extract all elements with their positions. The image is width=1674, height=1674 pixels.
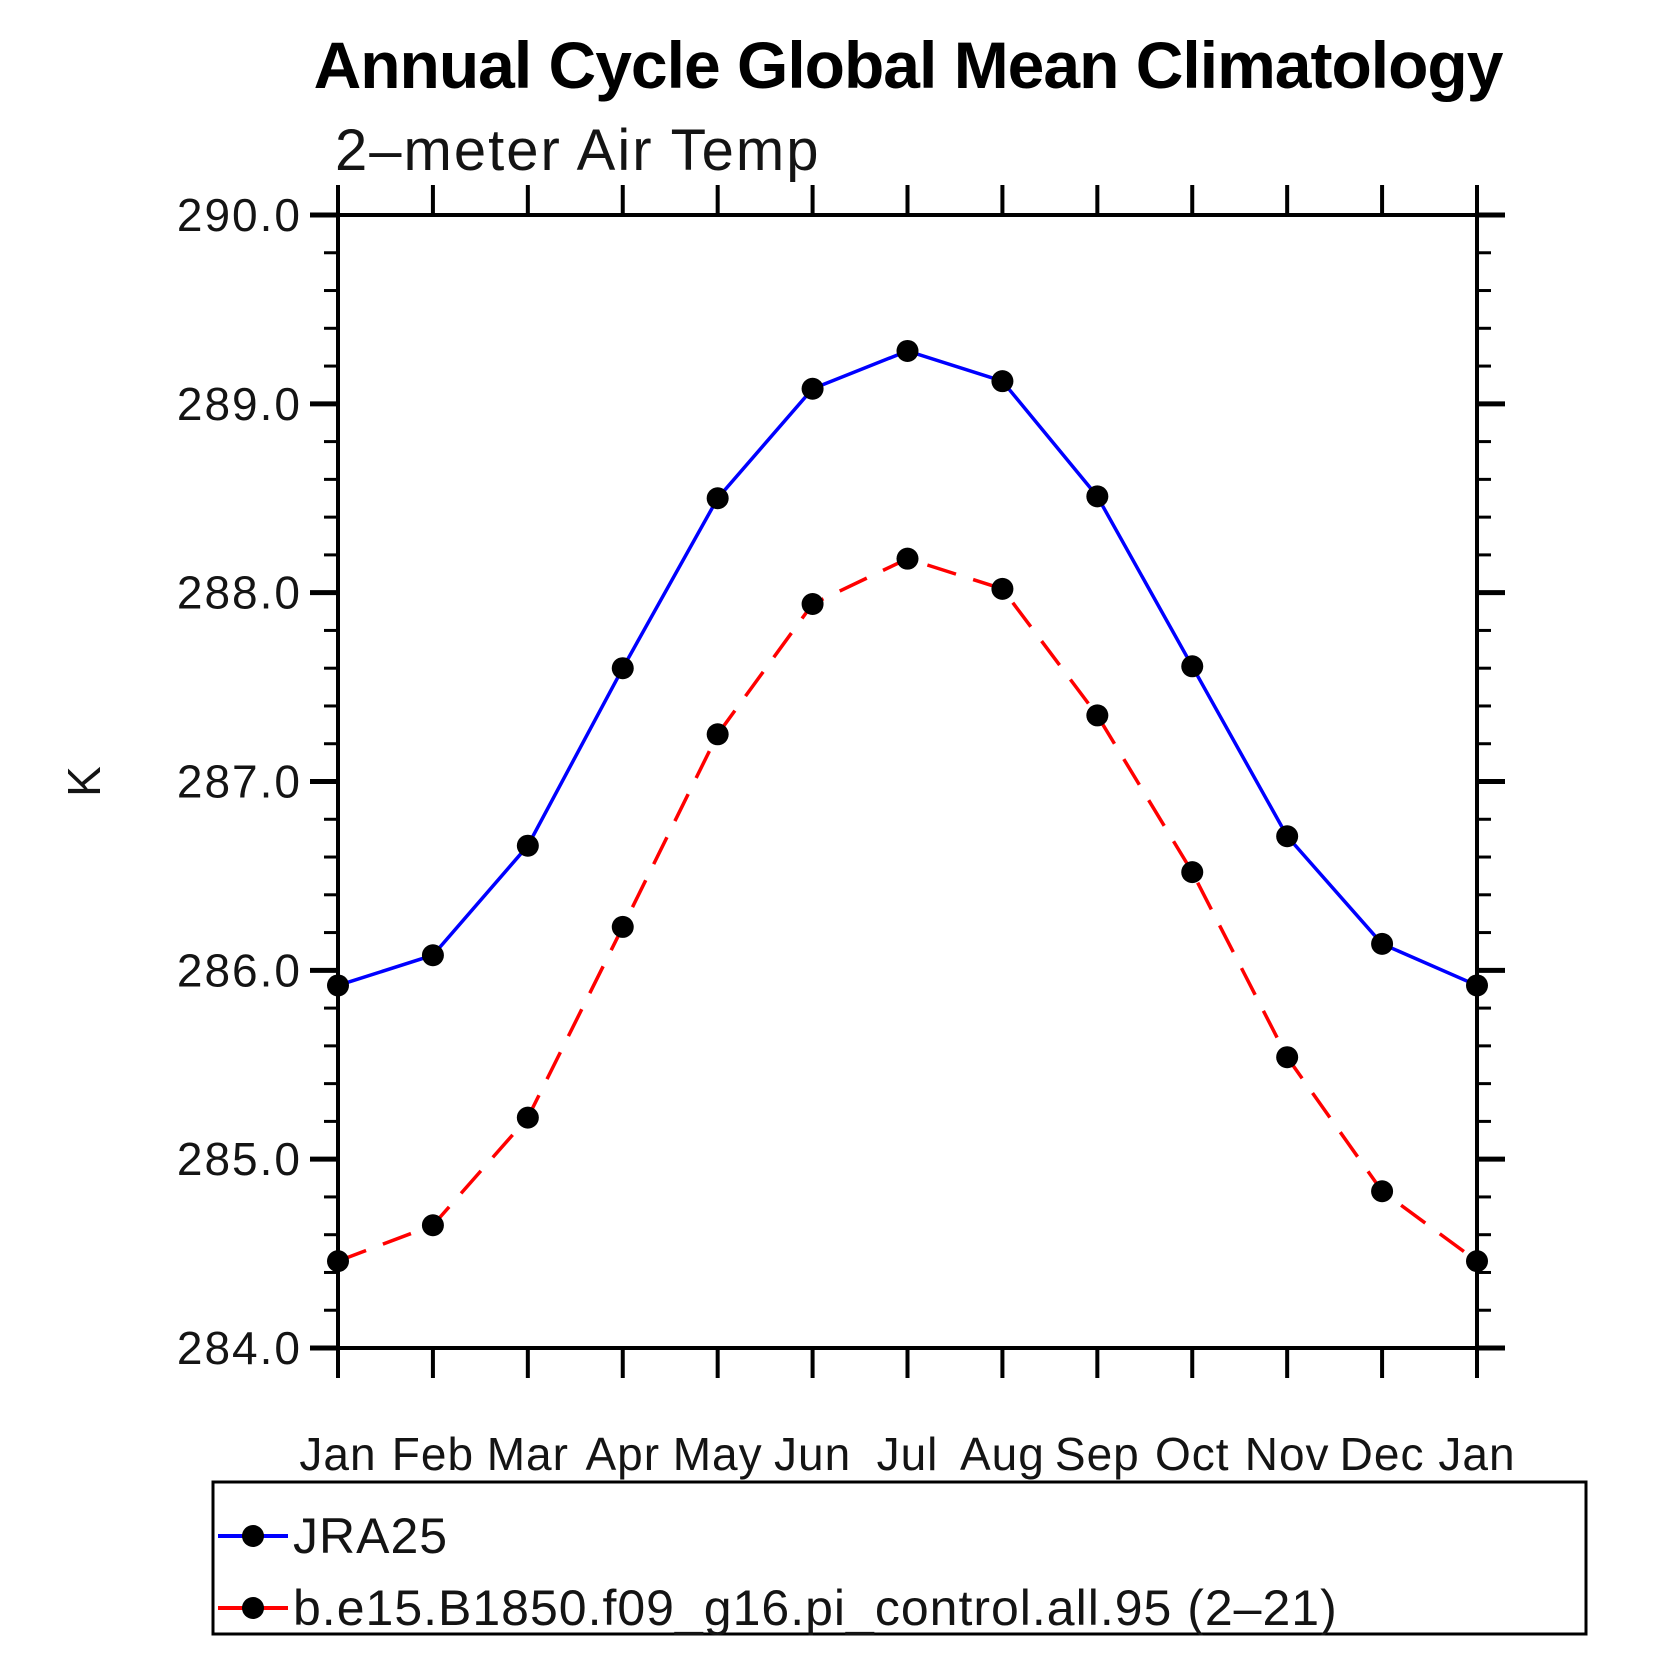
data-point-marker: [991, 370, 1014, 393]
data-point-marker: [421, 944, 444, 967]
data-point-marker: [516, 1106, 539, 1129]
legend-marker-jra25: [242, 1525, 264, 1547]
data-point-marker: [1181, 861, 1204, 884]
chart-title: Annual Cycle Global Mean Climatology: [314, 28, 1504, 102]
legend-label-jra25: JRA25: [293, 1508, 448, 1564]
legend-label-model: b.e15.B1850.f09_g16.pi_control.all.95 (2…: [293, 1580, 1338, 1636]
data-point-marker: [421, 1214, 444, 1237]
x-tick-label: Jul: [877, 1428, 939, 1480]
axes-layer: 284.0 285.0 286.0 287.0 288.0 289.0 290.0 Jan Fe…: [177, 185, 1515, 1480]
data-point-marker: [801, 592, 824, 615]
data-point-marker: [801, 377, 824, 400]
data-point-marker: [611, 657, 634, 680]
data-point-marker: [706, 723, 729, 746]
x-tick-label: Aug: [960, 1428, 1045, 1480]
y-tick-label: 284.0: [177, 1322, 302, 1374]
data-point-marker: [1181, 655, 1204, 678]
data-point-marker: [896, 339, 919, 362]
data-point-marker: [1371, 1180, 1394, 1203]
x-tick-label: Nov: [1245, 1428, 1330, 1480]
y-tick-label: 288.0: [177, 567, 302, 619]
data-point-marker: [991, 577, 1014, 600]
data-point-marker: [1371, 932, 1394, 955]
data-point-marker: [327, 1250, 349, 1273]
data-point-marker: [327, 974, 349, 997]
legend-box: [211, 1480, 1588, 1636]
data-point-marker: [1466, 1250, 1488, 1273]
data-point-marker: [516, 834, 539, 857]
data-point-marker: [896, 547, 919, 570]
x-tick-label: Oct: [1155, 1428, 1230, 1480]
data-point-marker: [1276, 825, 1299, 848]
x-tick-label: Dec: [1340, 1428, 1425, 1480]
y-axis-unit-label: K: [58, 765, 110, 797]
chart-subtitle: 2–meter Air Temp: [335, 118, 820, 183]
y-tick-label: 289.0: [177, 378, 302, 430]
data-point-marker: [1086, 485, 1109, 508]
data-point-marker: [1276, 1046, 1299, 1069]
data-point-marker: [1086, 704, 1109, 727]
y-tick-label: 290.0: [177, 189, 302, 241]
x-tick-label: Apr: [585, 1428, 660, 1480]
x-tick-label: May: [673, 1428, 763, 1480]
data-point-marker: [611, 915, 634, 938]
x-tick-label: Mar: [487, 1428, 569, 1480]
x-tick-label: Jan: [299, 1428, 376, 1480]
y-tick-label: 286.0: [177, 944, 302, 996]
series-line-jra25: [337, 349, 1478, 988]
y-tick-label: 285.0: [177, 1133, 302, 1185]
plot-frame: [336, 213, 1479, 1350]
legend: JRA25 b.e15.B1850.f09_g16.pi_control.all…: [211, 1480, 1588, 1636]
y-tick-label: 287.0: [177, 756, 302, 808]
x-tick-label: Feb: [392, 1428, 474, 1480]
x-tick-label: Jan: [1438, 1428, 1515, 1480]
series-layer: [327, 339, 1488, 1273]
data-point-marker: [706, 487, 729, 510]
data-point-marker: [1466, 974, 1488, 997]
x-tick-label: Sep: [1055, 1428, 1140, 1480]
legend-marker-model: [242, 1597, 264, 1619]
x-tick-label: Jun: [774, 1428, 851, 1480]
series-line-model: [337, 556, 1479, 1263]
